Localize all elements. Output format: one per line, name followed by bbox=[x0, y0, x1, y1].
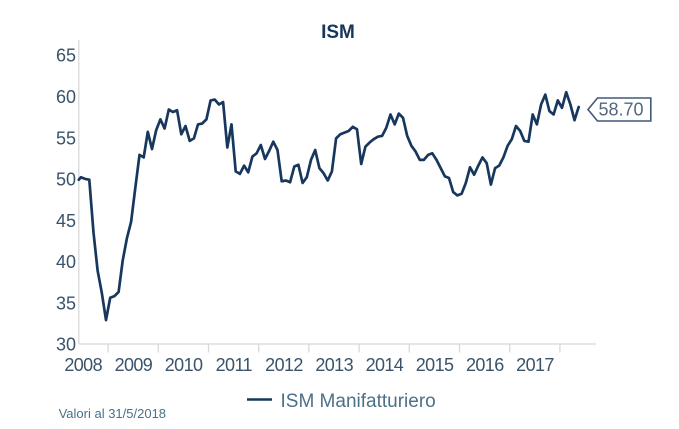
svg-text:60: 60 bbox=[56, 87, 76, 107]
svg-text:Valori al 31/5/2018: Valori al 31/5/2018 bbox=[59, 406, 166, 421]
svg-text:2017: 2017 bbox=[516, 355, 554, 375]
svg-text:30: 30 bbox=[56, 335, 76, 355]
svg-text:2011: 2011 bbox=[216, 355, 253, 375]
svg-text:2009: 2009 bbox=[115, 355, 153, 375]
svg-text:50: 50 bbox=[56, 170, 76, 190]
svg-text:55: 55 bbox=[56, 128, 76, 148]
svg-text:65: 65 bbox=[56, 46, 76, 66]
svg-text:2013: 2013 bbox=[315, 355, 353, 375]
svg-text:2015: 2015 bbox=[416, 355, 454, 375]
svg-text:2008: 2008 bbox=[64, 355, 102, 375]
svg-text:40: 40 bbox=[56, 252, 76, 272]
svg-text:2014: 2014 bbox=[366, 355, 404, 375]
svg-text:ISM Manifatturiero: ISM Manifatturiero bbox=[281, 391, 436, 412]
svg-text:2016: 2016 bbox=[466, 355, 504, 375]
svg-text:58.70: 58.70 bbox=[598, 100, 643, 120]
svg-text:35: 35 bbox=[56, 293, 76, 313]
svg-text:2012: 2012 bbox=[265, 355, 303, 375]
svg-text:45: 45 bbox=[56, 211, 76, 231]
svg-text:ISM: ISM bbox=[321, 22, 355, 43]
svg-text:2010: 2010 bbox=[165, 355, 203, 375]
